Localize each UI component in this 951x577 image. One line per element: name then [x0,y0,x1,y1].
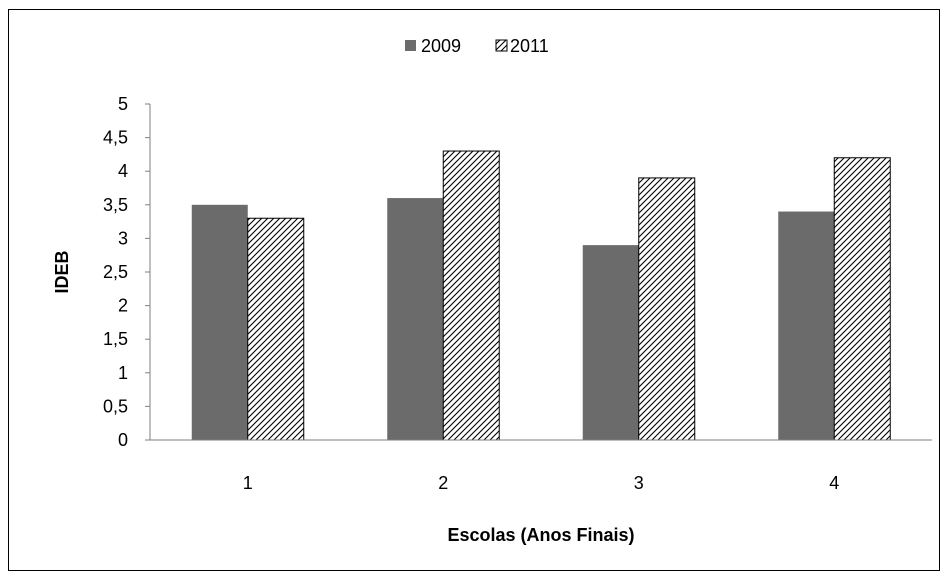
x-axis-title: Escolas (Anos Finais) [447,525,634,545]
y-tick-label: 4 [118,161,128,181]
legend-label-2011: 2011 [510,36,549,56]
legend-swatch-2009 [405,40,416,51]
bar-2011-escola-2 [442,150,500,441]
x-tick-label: 2 [438,473,448,493]
y-tick-label: 2 [118,296,128,316]
y-tick-label: 5 [118,94,128,114]
legend: 2009 2011 [405,36,549,56]
x-tick-label: 4 [829,473,839,493]
bar-2009-escola-2 [387,198,444,440]
x-tick-label: 1 [243,473,253,493]
bar-2009-escola-3 [582,245,639,440]
bar-2009-escola-1 [191,204,248,440]
bar-2011-escola-4 [833,157,891,441]
bar-2009-escola-4 [778,211,835,440]
y-tick-label: 3 [118,228,128,248]
bars [191,150,891,441]
bar-2011-escola-1 [247,217,305,441]
x-axis-ticks: 1 2 3 4 [243,473,840,493]
legend-label-2009: 2009 [421,36,461,56]
y-tick-label: 0,5 [103,396,128,416]
y-tick-label: 1 [118,363,128,383]
y-tick-label: 3,5 [103,195,128,215]
bar-2011-escola-3 [638,177,696,441]
y-tick-label: 1,5 [103,329,128,349]
y-tick-label: 2,5 [103,262,128,282]
y-tick-label: 0 [118,430,128,450]
y-axis-title: IDEB [52,250,72,293]
legend-swatch-2011 [495,39,508,52]
y-axis-ticks: 0 0,5 1 1,5 2 2,5 3 3,5 4 4,5 5 [103,94,150,450]
x-tick-label: 3 [634,473,644,493]
y-tick-label: 4,5 [103,128,128,148]
